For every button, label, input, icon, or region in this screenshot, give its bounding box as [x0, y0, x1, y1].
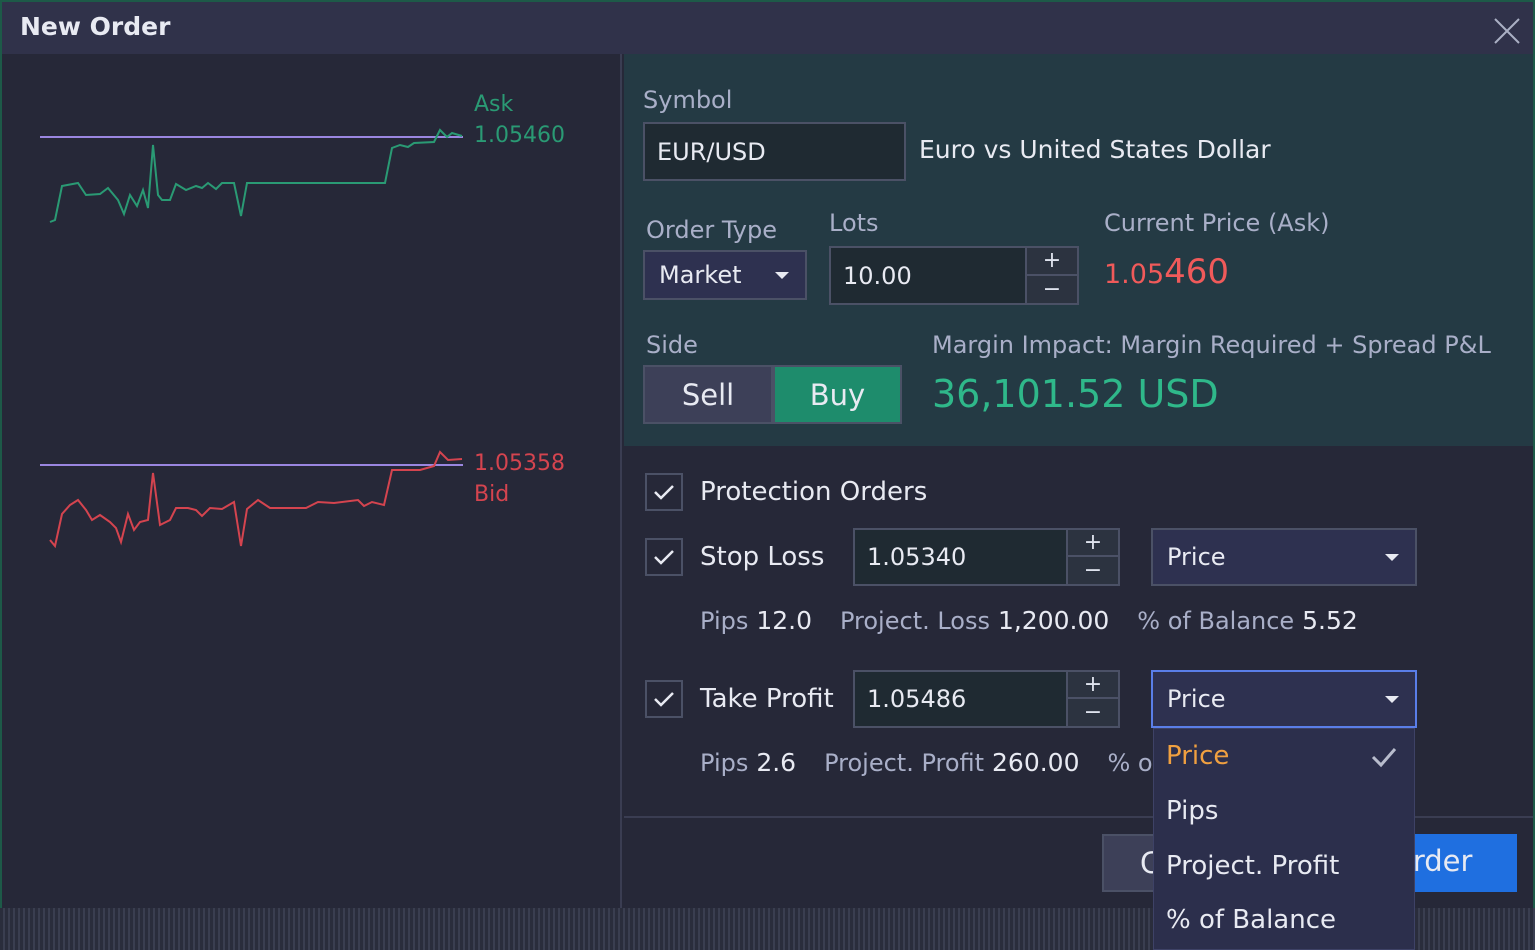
menu-option[interactable]: % of Balance [1166, 905, 1336, 935]
decrement[interactable]: − [1083, 558, 1103, 583]
increment[interactable]: + [1027, 248, 1077, 276]
chart-panel [2, 54, 622, 908]
pips-value: 2.6 [756, 748, 797, 777]
protection-checkbox[interactable] [645, 473, 683, 511]
lots-input[interactable]: 10.00 + − [829, 246, 1079, 305]
take-profit-input[interactable]: 1.05486 + − [853, 670, 1120, 728]
margin-label: Margin Impact: Margin Required + Spread … [932, 331, 1491, 359]
bid-label: Bid [474, 482, 510, 507]
proj-label: Project. Loss [839, 607, 990, 635]
pips-label: Pips [700, 749, 749, 777]
selected-check [1371, 748, 1397, 768]
lots-value: 10.00 [843, 261, 912, 290]
stop-loss-label: Stop Loss [700, 542, 825, 572]
price-main: 1.05 [1104, 259, 1165, 290]
close-button[interactable] [1493, 17, 1521, 45]
price-big: 460 [1164, 252, 1230, 292]
order-type-label: Order Type [646, 216, 777, 244]
stop-loss-checkbox[interactable] [645, 538, 683, 576]
proj-value: 260.00 [992, 748, 1080, 777]
take-profit-stats: Pips 2.6 Project. Profit 260.00 % o [700, 748, 1153, 777]
order-type-select[interactable]: Market [643, 250, 807, 300]
dialog-title: New Order [20, 12, 171, 41]
take-profit-value: 1.05486 [867, 685, 967, 713]
take-profit-mode[interactable]: Price [1151, 670, 1417, 728]
stop-loss-input[interactable]: 1.05340 + − [853, 528, 1120, 586]
menu-option[interactable]: Pips [1166, 796, 1219, 826]
increment[interactable]: + [1068, 672, 1118, 699]
take-profit-label: Take Profit [700, 684, 834, 714]
divider [624, 816, 1533, 818]
symbol-input[interactable]: EUR/USD [643, 122, 906, 181]
pips-value: 12.0 [756, 606, 812, 635]
proj-value: 1,200.00 [997, 606, 1110, 635]
stop-loss-stats: Pips 12.0 Project. Loss 1,200.00 % of Bala… [700, 606, 1358, 635]
stop-loss-value: 1.05340 [867, 543, 967, 571]
balance-label: % of Balance [1137, 607, 1295, 635]
buy-button[interactable]: Buy [773, 365, 902, 424]
proj-label: Project. Profit [824, 749, 985, 777]
order-type-value: Market [659, 261, 742, 289]
stop-loss-mode[interactable]: Price [1151, 528, 1417, 586]
take-profit-mode-value: Price [1167, 685, 1226, 713]
decrement[interactable]: − [1083, 700, 1103, 725]
menu-option[interactable]: Price [1166, 741, 1230, 771]
symbol-label: Symbol [643, 86, 733, 114]
title-bar [2, 2, 1533, 54]
current-price: 1.05460 [1104, 252, 1229, 292]
symbol-name: Euro vs United States Dollar [919, 135, 1271, 164]
symbol-value: EUR/USD [657, 137, 766, 166]
decrement[interactable]: − [1042, 276, 1062, 302]
buy-text: Buy [809, 377, 866, 412]
increment[interactable]: + [1068, 530, 1118, 557]
pips-label: Pips [700, 607, 749, 635]
ask-label: Ask [474, 92, 514, 117]
side-label: Side [646, 331, 698, 359]
mode-menu: Price Pips Project. Profit % of Balance [1153, 728, 1415, 950]
margin-value: 36,101.52 USD [932, 372, 1219, 416]
price-label: Current Price (Ask) [1104, 209, 1330, 237]
ask-price: 1.05460 [474, 123, 565, 148]
bid-price: 1.05358 [474, 451, 565, 476]
protection-label: Protection Orders [700, 477, 928, 507]
take-profit-checkbox[interactable] [645, 680, 683, 718]
balance-label: % o [1107, 749, 1153, 777]
menu-option[interactable]: Project. Profit [1166, 851, 1340, 881]
sparklines [40, 128, 463, 549]
balance-value: 5.52 [1302, 606, 1358, 635]
sell-text: Sell [681, 377, 735, 412]
lots-label: Lots [829, 209, 879, 237]
sell-button[interactable]: Sell [643, 365, 773, 424]
stop-loss-mode-value: Price [1167, 543, 1226, 571]
